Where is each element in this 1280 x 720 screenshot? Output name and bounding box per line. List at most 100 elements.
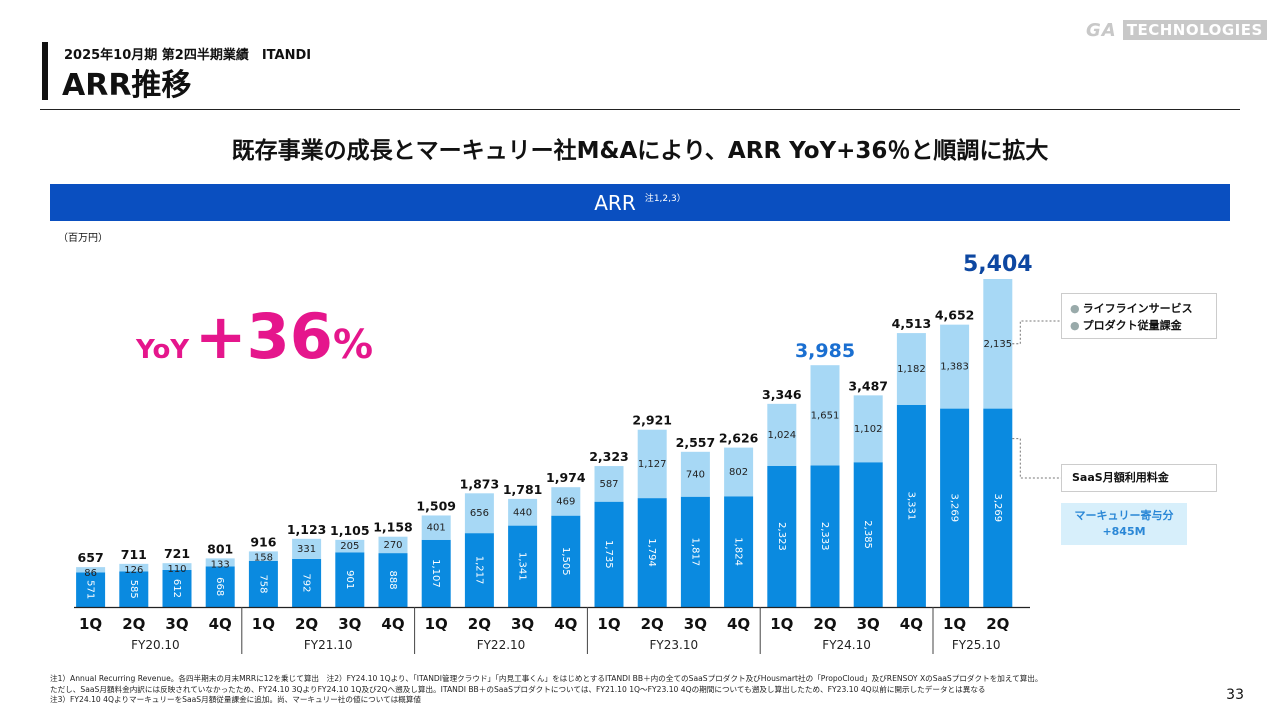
bar-saas-label: 1,817 <box>689 538 700 567</box>
bar-total-label: 1,158 <box>373 520 413 535</box>
quarter-label: 1Q <box>770 615 793 633</box>
bar-saas-label: 888 <box>387 571 398 590</box>
bar-usage-label: 158 <box>254 552 273 563</box>
bar-usage <box>335 539 365 553</box>
fiscal-year-label: FY20.10 <box>131 638 180 652</box>
bar-usage-label: 110 <box>167 564 186 575</box>
bar-usage <box>810 365 840 466</box>
bar-total-label: 1,781 <box>503 482 543 497</box>
bar-saas-label: 3,269 <box>992 493 1003 522</box>
bar-usage-label: 587 <box>599 479 618 490</box>
bar-usage-label: 126 <box>124 565 143 576</box>
bar-usage <box>767 403 797 467</box>
bar-saas-label: 585 <box>128 580 139 599</box>
legend-item-lifeline: ● ライフラインサービス <box>1070 302 1193 315</box>
bar-saas-label: 3,331 <box>905 492 916 521</box>
bar-total-label: 801 <box>207 541 233 556</box>
fiscal-year-label: FY21.10 <box>304 638 353 652</box>
bar-saas-label: 3,269 <box>949 493 960 522</box>
bar-usage-label: 1,383 <box>940 362 969 373</box>
bar-total-label: 4,652 <box>935 308 975 323</box>
bar-total-label: 1,974 <box>546 470 586 485</box>
quarter-label: 2Q <box>295 615 318 633</box>
bar-usage-label: 2,135 <box>983 339 1012 350</box>
unit-label: （百万円） <box>58 233 108 244</box>
bar-total-label: 1,105 <box>330 523 370 538</box>
bar-usage-label: 740 <box>686 469 705 480</box>
bar-saas <box>940 408 970 607</box>
bar-total-label: 711 <box>121 547 147 562</box>
banner-label: ARR <box>594 191 636 215</box>
bar-saas <box>378 553 408 607</box>
bar-saas-label: 1,505 <box>560 547 571 576</box>
bar-saas <box>162 569 192 607</box>
fiscal-year-label: FY25.10 <box>952 638 1001 652</box>
bar-usage-label: 1,024 <box>767 430 796 441</box>
header-divider <box>40 109 1240 110</box>
bar-saas-label: 1,735 <box>603 540 614 569</box>
bar-total-label: 1,509 <box>416 498 456 513</box>
bar-saas <box>292 558 322 607</box>
bar-total-label: 657 <box>78 550 104 565</box>
bar-usage <box>508 498 538 526</box>
yoy-suffix: % <box>332 322 374 368</box>
yoy-callout: YoY +36% <box>136 300 373 373</box>
quarter-label: 4Q <box>381 615 404 633</box>
quarter-label: 1Q <box>597 615 620 633</box>
bar-saas <box>724 496 754 607</box>
bar-saas <box>594 501 624 607</box>
bar-total-label: 3,487 <box>848 378 888 393</box>
bar-total-label: 2,323 <box>589 449 629 464</box>
bar-total-label: 3,985 <box>795 340 855 362</box>
bar-usage <box>162 563 192 570</box>
bar-saas <box>119 571 149 607</box>
bar-usage-label: 469 <box>556 496 575 507</box>
bar-usage <box>464 493 494 534</box>
bar-total-label: 2,921 <box>632 413 672 428</box>
quarter-label: 1Q <box>252 615 275 633</box>
bar-total-label: 3,346 <box>762 387 802 402</box>
quarter-label: 2Q <box>641 615 664 633</box>
bar-total-label: 2,626 <box>719 431 759 446</box>
bar-saas-label: 571 <box>85 580 96 599</box>
mercury-value: +845M <box>1102 525 1146 538</box>
fiscal-year-label: FY22.10 <box>477 638 526 652</box>
bullet-icon: ● <box>1070 319 1080 332</box>
bar-usage <box>551 487 581 516</box>
bar-usage-label: 133 <box>211 559 230 570</box>
bar-saas <box>767 466 797 607</box>
quarter-label: 2Q <box>468 615 491 633</box>
bar-total-label: 1,873 <box>460 476 500 491</box>
quarter-label: 4Q <box>209 615 232 633</box>
page-subtitle: 2025年10月期 第2四半期業績 ITANDI <box>64 48 312 63</box>
legend-saas-box: SaaS月額利用料金 <box>1061 464 1217 492</box>
quarter-label: 2Q <box>986 615 1009 633</box>
page-title: ARR推移 <box>62 68 192 103</box>
mercury-label: マーキュリー寄与分 <box>1074 509 1174 522</box>
quarter-label: 4Q <box>554 615 577 633</box>
bar-usage-label: 205 <box>340 541 359 552</box>
footnote-line: 注1）Annual Recurring Revenue。各四半期末の月末MRRに… <box>50 674 1043 683</box>
quarter-label: 2Q <box>813 615 836 633</box>
bar-total-label: 2,557 <box>676 435 716 450</box>
bar-usage-label: 331 <box>297 544 316 555</box>
bar-saas <box>248 560 278 607</box>
fiscal-year-label: FY23.10 <box>650 638 699 652</box>
bar-saas <box>853 462 883 607</box>
bar-saas <box>76 572 106 607</box>
page-number: 33 <box>1226 687 1244 703</box>
bar-saas-label: 1,217 <box>473 556 484 585</box>
quarter-label: 3Q <box>511 615 534 633</box>
bar-usage <box>421 515 451 540</box>
bar-saas-label: 1,107 <box>430 559 441 588</box>
bar-saas-label: 792 <box>301 573 312 592</box>
quarter-label: 1Q <box>425 615 448 633</box>
yoy-value: +36 <box>194 300 333 373</box>
bar-usage <box>680 451 710 497</box>
bar-usage-label: 802 <box>729 467 748 478</box>
bar-saas <box>551 515 581 607</box>
bar-usage-label: 1,102 <box>854 424 883 435</box>
logo-ga-text: GA <box>1086 19 1117 41</box>
bar-usage <box>292 538 322 559</box>
